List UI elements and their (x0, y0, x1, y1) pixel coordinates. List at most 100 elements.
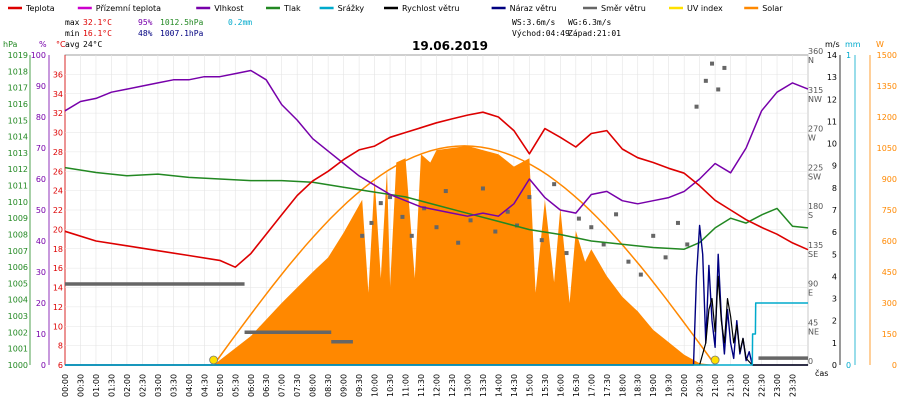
wind-dir-point-2 (378, 201, 383, 206)
time-label-44: 22:00 (742, 374, 751, 397)
wind-dir-point-3 (388, 195, 393, 200)
pressure-tick-1: 1001 (8, 345, 28, 354)
stats-sunset: Západ:21:01 (568, 29, 621, 38)
pressure-tick-11: 1011 (8, 182, 28, 191)
legend-label-4: Srážky (338, 4, 365, 13)
direction-tick-6: 270 (808, 125, 823, 134)
time-label-35: 17:30 (603, 374, 612, 397)
wind-dir-point-10 (468, 218, 473, 223)
wind-tick-8: 8 (832, 184, 837, 193)
humidity-tick-4: 40 (36, 237, 46, 246)
solar-tick-4: 600 (882, 237, 897, 246)
wind-dir-point-7 (434, 225, 439, 230)
wind-dir-point-11 (480, 186, 485, 191)
wind-dir-point-22 (614, 212, 619, 217)
time-label-2: 01:00 (92, 374, 101, 397)
wind-dir-point-20 (589, 225, 594, 230)
solar-envelope-line (212, 145, 716, 366)
stats-block: max 32.1°C 95% 1012.5hPa 0.2mm min 16.1°… (65, 18, 621, 49)
time-label-41: 20:30 (696, 374, 705, 397)
solar-tick-7: 1050 (877, 144, 897, 153)
pressure-tick-3: 1003 (8, 312, 28, 321)
temperature-tick-10: 26 (53, 167, 63, 176)
time-label-28: 14:00 (494, 374, 503, 397)
rain-tick-0: 0 (846, 361, 851, 370)
direction-tick-5: 225 (808, 163, 823, 172)
time-label-47: 23:30 (789, 374, 798, 397)
time-label-1: 00:30 (76, 374, 85, 397)
time-label-12: 06:00 (247, 374, 256, 397)
wind-dir-point-5 (409, 233, 414, 238)
wind-dir-point-31 (710, 61, 715, 66)
time-label-36: 18:00 (618, 374, 627, 397)
direction-compass-3: SE (808, 250, 818, 259)
humidity-tick-5: 50 (36, 206, 46, 215)
stats-min-temp: 16.1°C (83, 29, 112, 38)
direction-tick-7: 315 (808, 86, 823, 95)
solar-area (213, 145, 716, 365)
unit-ms: m/s (825, 40, 840, 49)
wind-dir-point-28 (685, 242, 690, 247)
wind-dir-point-26 (663, 255, 668, 260)
pressure-tick-5: 1005 (8, 279, 28, 288)
chart-title: 19.06.2019 (412, 39, 488, 53)
humidity-tick-0: 0 (41, 361, 46, 370)
temperature-tick-12: 30 (53, 129, 63, 138)
pressure-tick-6: 1006 (8, 263, 28, 272)
legend-label-7: Směr větru (601, 4, 646, 13)
solar-tick-1: 150 (882, 330, 897, 339)
humidity-tick-1: 10 (36, 330, 46, 339)
solar-tick-5: 750 (882, 206, 897, 215)
wind-dir-point-29 (694, 104, 699, 109)
time-label-15: 07:30 (293, 374, 302, 397)
stats-max-rain: 0.2mm (228, 18, 252, 27)
time-label-25: 12:30 (448, 374, 457, 397)
direction-compass-7: NW (808, 95, 822, 104)
wind-tick-4: 4 (832, 272, 837, 281)
solar-tick-9: 1350 (877, 82, 897, 91)
time-axis-labels: 00:00 00:30 01:00 01:30 02:00 02:30 03:00 03:30… (61, 374, 798, 397)
legend-label-0: Teplota (25, 4, 55, 13)
solar-tick-6: 900 (882, 175, 897, 184)
wind-dir-point-9 (456, 240, 461, 245)
unit-mm: mm (845, 40, 861, 49)
wind-dir-point-1 (369, 220, 374, 225)
pressure-tick-10: 1010 (8, 198, 28, 207)
stats-max-press: 1012.5hPa (160, 18, 204, 27)
uv-marker-1 (710, 355, 720, 365)
solar-tick-10: 1500 (877, 51, 897, 60)
wind-dir-point-30 (703, 78, 708, 83)
legend-label-2: Vlhkost (214, 4, 243, 13)
legend-label-1: Přízemní teplota (96, 4, 161, 13)
pressure-tick-7: 1007 (8, 247, 28, 256)
time-label-43: 21:30 (727, 374, 736, 397)
wind-dir-point-8 (443, 189, 448, 194)
time-label-18: 09:00 (340, 374, 349, 397)
direction-compass-4: S (808, 211, 813, 220)
direction-tick-1: 45 (808, 318, 818, 327)
temperature-tick-13: 32 (53, 109, 63, 118)
wind-tick-7: 7 (832, 206, 837, 215)
wind-dir-point-17 (552, 182, 557, 187)
pressure-tick-4: 1004 (8, 296, 28, 305)
stats-max-temp: 32.1°C (83, 18, 112, 27)
time-label-8: 04:00 (185, 374, 194, 397)
wind-dir-point-16 (539, 238, 544, 243)
temperature-tick-5: 16 (53, 264, 63, 273)
stats-min-press: 1007.1hPa (160, 29, 204, 38)
legend-label-9: Solar (762, 4, 783, 13)
time-label-10: 05:00 (216, 374, 225, 397)
wind-dir-point-15 (527, 195, 532, 200)
temperature-tick-3: 12 (53, 303, 63, 312)
wind-tick-3: 3 (832, 295, 837, 304)
time-label-26: 13:00 (463, 374, 472, 397)
time-label-24: 12:00 (433, 374, 442, 397)
temperature-line (64, 111, 809, 268)
temperature-tick-2: 10 (53, 322, 63, 331)
wind-dir-point-27 (675, 220, 680, 225)
temperature-tick-6: 18 (53, 245, 63, 254)
unit-degc: °C (56, 40, 66, 49)
wind-tick-0: 0 (832, 361, 837, 370)
time-label-27: 13:30 (479, 374, 488, 397)
